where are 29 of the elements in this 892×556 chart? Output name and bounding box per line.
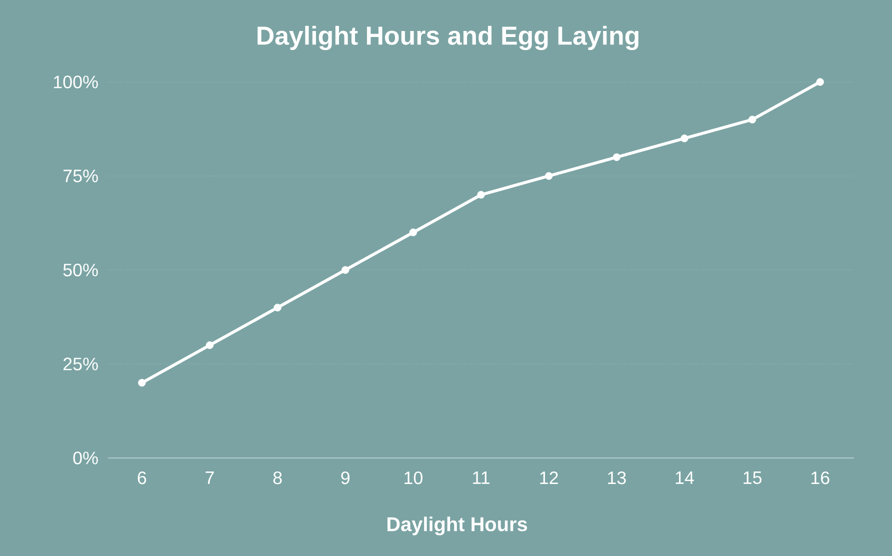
point (816, 78, 824, 86)
x-tick-label: 15 (744, 472, 762, 484)
x-tick-label: 16 (811, 471, 830, 484)
point (342, 266, 350, 274)
x-tick-label: 9 (341, 471, 350, 484)
y-tick-label: 100% (54, 76, 98, 88)
point (748, 116, 756, 124)
x-tick-label: 14 (676, 472, 694, 484)
y-tick-label: 75% (64, 170, 98, 182)
point (612, 153, 620, 162)
point (274, 304, 282, 312)
point (680, 134, 688, 142)
x-tick-label: 7 (206, 472, 214, 484)
point (477, 190, 485, 199)
chart-title: Daylight Hours and Egg Laying (258, 26, 638, 50)
point (544, 172, 553, 180)
x-tick-label: 8 (273, 471, 282, 484)
x-tick-label: 6 (138, 471, 146, 484)
x-tick-label: 13 (608, 471, 626, 484)
point (206, 341, 214, 350)
point (409, 228, 418, 236)
x-tick-label: 10 (404, 471, 422, 484)
x-axis-title: Daylight Hours (387, 516, 528, 536)
x-tick-label: 11 (473, 472, 490, 484)
x-tick-label: 12 (540, 471, 558, 484)
y-tick-label: 25% (64, 358, 98, 370)
point (138, 378, 146, 387)
y-tick-label: 50% (63, 264, 98, 276)
y-tick-label: 0% (73, 452, 98, 464)
